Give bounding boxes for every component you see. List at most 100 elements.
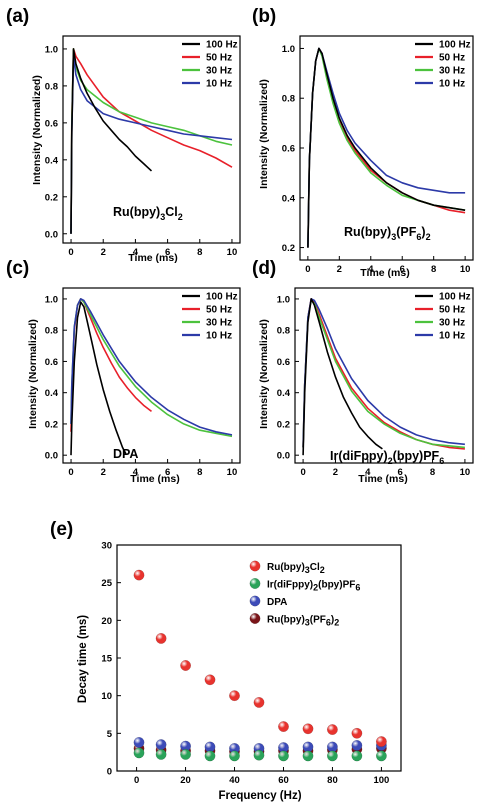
x-tick-label: 6 bbox=[165, 247, 170, 258]
y-tick-label: 15 bbox=[101, 654, 112, 665]
y-tick-label: 0.8 bbox=[277, 326, 290, 337]
y-tick-label: 0.0 bbox=[277, 451, 290, 462]
legend-label: 30 Hz bbox=[439, 318, 465, 329]
scatter-point bbox=[204, 674, 216, 686]
panel-c: (c) 0 2 4 6 8 10 0.0 0.2 0.4 0.6 0.8 1.0 100 Hz 50 Hz… bbox=[6, 258, 241, 485]
y-tick-label: 0.4 bbox=[45, 388, 59, 399]
y-axis-title-e: Decay time (ms) bbox=[77, 615, 89, 703]
x-axis-title-b: Time (ms) bbox=[360, 267, 409, 279]
scatter-point bbox=[204, 750, 216, 762]
plot-frame bbox=[294, 287, 474, 464]
scatter-point bbox=[375, 736, 387, 748]
panel-a: (a) 0 2 4 6 8 10 0.0 0.2 0.4 0.6 0.8 1.0 100 Hz 50 Hz… bbox=[6, 6, 241, 264]
y-tick-label: 20 bbox=[101, 616, 112, 627]
plot-area-b: 0 2 4 6 8 10 0.2 0.4 0.6 0.8 1.0 100 Hz 50 Hz 30 Hz 10… bbox=[282, 35, 474, 275]
x-tick-label: 0 bbox=[68, 467, 73, 478]
y-tick-label: 25 bbox=[101, 578, 112, 589]
y-tick-label: 1.0 bbox=[282, 44, 295, 55]
scatter-point bbox=[302, 723, 314, 735]
plot-area-d: 0 2 4 6 8 10 0.0 0.2 0.4 0.6 0.8 1.0 100 Hz 50 Hz 30 H… bbox=[277, 287, 474, 478]
x-tick-label: 4 bbox=[365, 467, 371, 478]
scatter-point bbox=[326, 750, 338, 762]
y-tick-label: 0.2 bbox=[282, 243, 295, 254]
series-line-100hz bbox=[307, 47, 466, 248]
x-tick-label: 4 bbox=[133, 467, 139, 478]
legend-label: 100 Hz bbox=[206, 292, 238, 303]
scatter-point bbox=[278, 721, 289, 733]
panel-d: (d) 0 2 4 6 8 10 0.0 0.2 0.4 0.6 0.8 1.0 100 Hz 50 Hz… bbox=[252, 258, 474, 485]
legend-label: 30 Hz bbox=[206, 318, 232, 329]
x-axis-title-c: Time (ms) bbox=[130, 473, 179, 485]
x-tick-label: 0 bbox=[134, 775, 139, 786]
x-axis-title-a: Time (ms) bbox=[128, 252, 177, 264]
plot-frame bbox=[62, 287, 241, 464]
legend-label: 100 Hz bbox=[439, 292, 471, 303]
y-axis-title-c: Intensity (Normalized) bbox=[27, 319, 39, 429]
x-tick-label: 2 bbox=[337, 264, 342, 275]
x-tick-label: 10 bbox=[460, 467, 471, 478]
legend-label: 10 Hz bbox=[439, 79, 465, 90]
legend-marker bbox=[249, 613, 261, 624]
legend-label: DPA bbox=[267, 597, 287, 608]
y-tick-label: 0.6 bbox=[45, 357, 58, 368]
scatter-point bbox=[375, 750, 387, 762]
y-tick-label: 0.8 bbox=[45, 81, 58, 92]
y-tick-label: 0.2 bbox=[277, 419, 290, 430]
x-tick-label: 8 bbox=[197, 247, 202, 258]
x-tick-label: 4 bbox=[133, 247, 139, 258]
x-tick-label: 80 bbox=[327, 775, 338, 786]
scatter-point bbox=[155, 748, 167, 760]
legend-label: 50 Hz bbox=[206, 53, 232, 64]
plot-area-c: 0 2 4 6 8 10 0.0 0.2 0.4 0.6 0.8 1.0 100 Hz 50 Hz 30 H… bbox=[45, 287, 241, 478]
plot-area-a: 0 2 4 6 8 10 0.0 0.2 0.4 0.6 0.8 1.0 100 Hz 50 Hz 30 H… bbox=[45, 35, 241, 258]
y-tick-label: 5 bbox=[107, 729, 113, 740]
y-tick-label: 1.0 bbox=[45, 294, 58, 305]
x-tick-label: 0 bbox=[300, 467, 305, 478]
legend-marker bbox=[249, 595, 261, 607]
y-tick-label: 0.8 bbox=[282, 94, 295, 105]
x-tick-label: 40 bbox=[229, 775, 240, 786]
y-tick-label: 0.4 bbox=[282, 193, 296, 204]
y-tick-label: 0.4 bbox=[277, 388, 291, 399]
series-line-10hz bbox=[70, 55, 233, 234]
scatter-point bbox=[180, 660, 192, 671]
x-tick-label: 8 bbox=[431, 264, 436, 275]
x-tick-label: 0 bbox=[305, 264, 310, 275]
y-tick-label: 0.6 bbox=[282, 144, 295, 155]
legend-marker bbox=[249, 578, 261, 589]
y-tick-label: 0.2 bbox=[45, 419, 58, 430]
x-axis-title-d: Time (ms) bbox=[358, 473, 407, 485]
compound-annotation-c: DPA bbox=[113, 447, 138, 461]
scatter-point bbox=[229, 690, 240, 702]
scatter-point bbox=[302, 750, 314, 762]
y-tick-label: 0.0 bbox=[45, 451, 58, 462]
x-tick-label: 10 bbox=[460, 264, 471, 275]
x-tick-label: 6 bbox=[398, 467, 403, 478]
series-line-100hz bbox=[70, 301, 127, 456]
legend-label: Ru(bpy)3Cl2 bbox=[267, 562, 325, 575]
panel-label-c: (c) bbox=[6, 258, 29, 279]
scatter-point bbox=[133, 747, 145, 759]
scatter-point bbox=[229, 750, 240, 762]
y-tick-label: 0.4 bbox=[45, 155, 59, 166]
series-line-100hz bbox=[302, 298, 383, 456]
scatter-point bbox=[133, 736, 145, 748]
x-tick-label: 6 bbox=[400, 264, 405, 275]
scatter-point bbox=[351, 739, 363, 751]
plot-frame bbox=[62, 35, 241, 244]
plot-area-e: 0 20 40 60 80 100 0 5 10 15 20 25 30 Ru(bpy)3Cl2 Ir(di… bbox=[101, 541, 402, 786]
y-axis-title-a: Intensity (Normalized) bbox=[31, 75, 43, 185]
x-tick-label: 20 bbox=[180, 775, 191, 786]
legend-marker bbox=[249, 560, 261, 572]
panel-label-b: (b) bbox=[252, 6, 276, 27]
scatter-point bbox=[180, 748, 192, 760]
compound-annotation-a: Ru(bpy)3Cl2 bbox=[113, 205, 183, 222]
x-tick-label: 100 bbox=[373, 775, 389, 786]
legend-label: 10 Hz bbox=[439, 331, 465, 342]
y-axis-title-d: Intensity (Normalized) bbox=[258, 319, 270, 429]
legend-label: 30 Hz bbox=[439, 66, 465, 77]
legend-label: 50 Hz bbox=[439, 305, 465, 316]
x-tick-label: 2 bbox=[101, 247, 106, 258]
x-tick-label: 2 bbox=[333, 467, 338, 478]
y-tick-label: 10 bbox=[101, 691, 112, 702]
